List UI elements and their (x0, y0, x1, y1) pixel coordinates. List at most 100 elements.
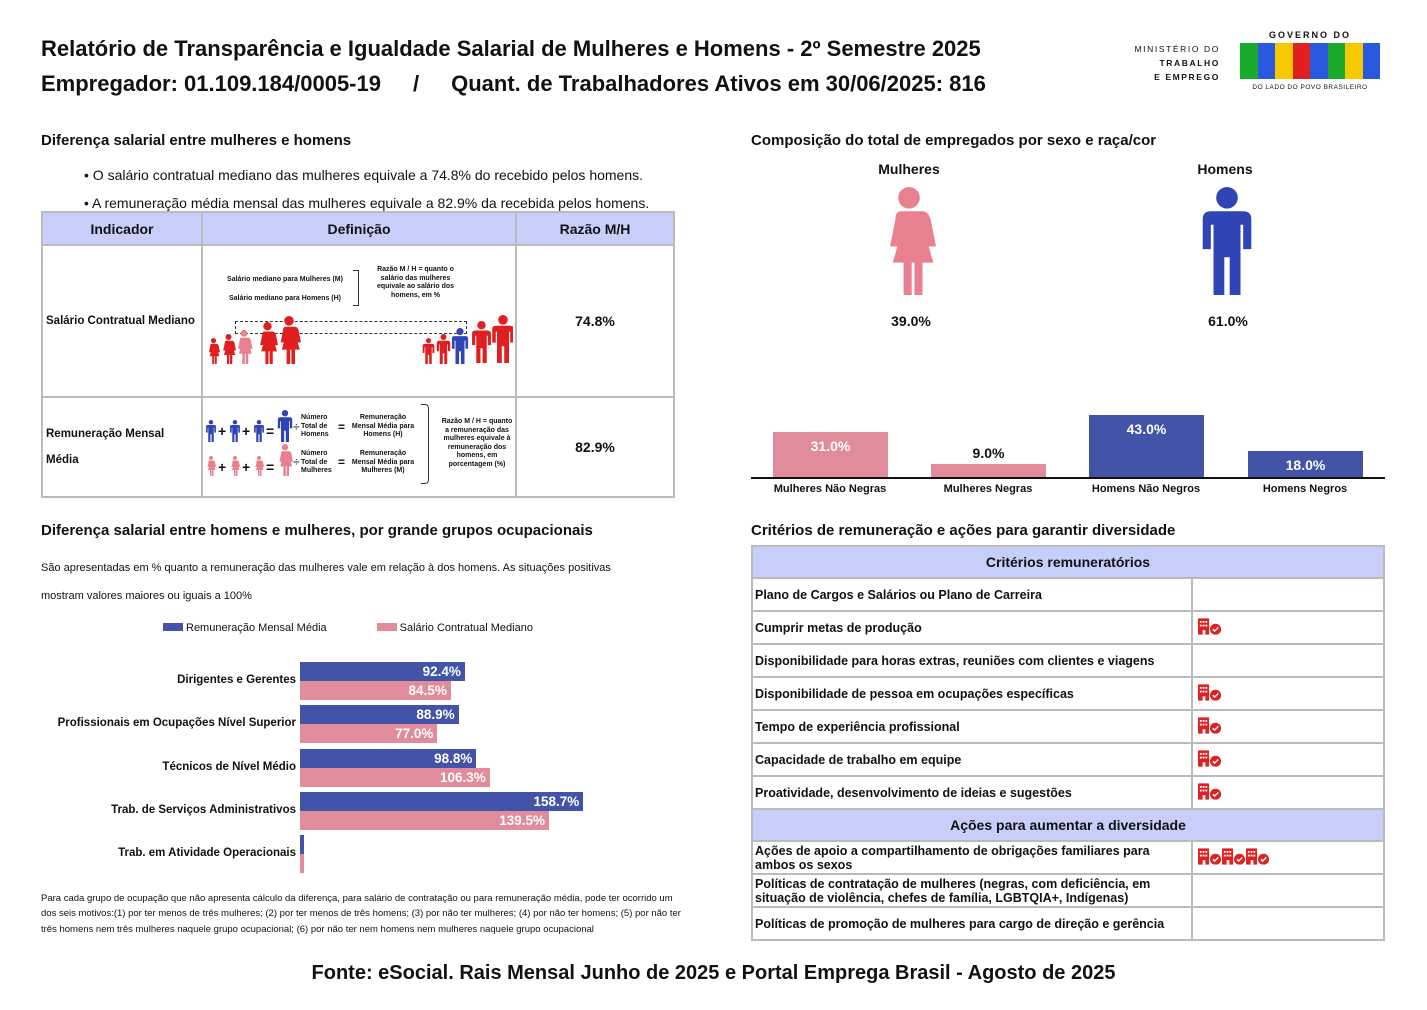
svg-text:=: = (266, 423, 274, 439)
criteria-row: Disponibilidade de pessoa em ocupações e… (751, 676, 1385, 711)
criteria-mark (1191, 873, 1385, 908)
company-check-icon (1198, 848, 1222, 865)
occupation-label: Profissionais em Ocupações Nível Superio… (57, 717, 296, 729)
criteria-mark (1191, 577, 1385, 612)
legend-item: Remuneração Mensal Média (163, 622, 327, 634)
criteria-label: Cumprir metas de produção (751, 610, 1193, 645)
race-label: Mulheres Negras (943, 483, 1033, 495)
occupation-label: Trab. em Atividade Operacionais (118, 847, 296, 859)
criteria-mark (1191, 906, 1385, 941)
ministry-line: E EMPREGO (1154, 72, 1220, 82)
company-check-icon (1198, 684, 1222, 701)
criteria-row: Políticas de promoção de mulheres para c… (751, 906, 1385, 941)
company-check-icon (1198, 750, 1222, 767)
bullet: • A remuneração média mensal das mulhere… (84, 195, 650, 211)
criteria-row: Disponibilidade para horas extras, reuni… (751, 643, 1385, 678)
table-row: Salário Contratual Mediano Salário media… (41, 244, 675, 398)
avg-remuneration-bar: 88.9% (300, 705, 459, 724)
median-salary-bar: 139.5% (300, 811, 549, 830)
criteria-table: Critérios remuneratórios Plano de Cargos … (751, 545, 1385, 941)
composition-title: Composição do total de empregados por se… (751, 132, 1157, 149)
svg-text:+: + (218, 423, 226, 439)
section-header: Critérios remuneratórios (751, 545, 1385, 579)
criteria-row: Políticas de contratação de mulheres (ne… (751, 873, 1385, 908)
indicator-name: Salário Contratual Mediano (41, 244, 203, 398)
svg-text:+: + (218, 459, 226, 475)
def-ratio: Razão M / H = quanto a remuneração das m… (441, 418, 513, 468)
col-header: Razão M/H (515, 211, 675, 246)
def-nm: Número Total de Mulheres (301, 450, 332, 474)
svg-text:+: + (242, 423, 250, 439)
desc-line: mostram valores maiores ou iguais a 100% (41, 590, 252, 602)
race-bar: 18.0% (1248, 451, 1363, 477)
indicator-table: Indicador Definição Razão M/H Salário Cont… (41, 211, 675, 498)
avg-remuneration-bar: 92.4% (300, 662, 465, 681)
desc-line: São apresentadas em % quanto a remuneraç… (41, 562, 611, 574)
ratio-value: 82.9% (515, 396, 675, 498)
salary-bullets: • O salário contratual mediano das mulhe… (84, 161, 649, 217)
employer-line: Empregador: 01.109.184/0005-19 / Quant. de… (41, 66, 986, 101)
race-label: Homens Não Negros (1091, 483, 1201, 495)
def-h: Salário mediano para Homens (H) (228, 295, 342, 302)
criteria-label: Ações de apoio a compartilhamento de obr… (751, 840, 1193, 875)
people-pictogram (208, 315, 513, 364)
criteria-label: Capacidade de trabalho em equipe (751, 742, 1193, 777)
men-pct: 61.0% (1208, 313, 1248, 329)
legend-label: Salário Contratual Mediano (399, 622, 533, 634)
col-header: Definição (201, 211, 517, 246)
gov-top: GOVERNO DO (1268, 30, 1351, 40)
employer-id: Empregador: 01.109.184/0005-19 (41, 71, 381, 96)
median-salary-bar: 77.0% (300, 724, 438, 743)
median-salary-bar (300, 854, 304, 873)
company-check-icon (1246, 848, 1270, 865)
source-footer: Fonte: eSocial. Rais Mensal Junho de 202… (311, 962, 1116, 984)
gov-logo: GOVERNO DO DO LADO DO POVO BRASILEIRO (1240, 30, 1380, 91)
criteria-row: Capacidade de trabalho em equipe (751, 742, 1385, 777)
def-m: Salário mediano para Mulheres (M) (227, 276, 343, 283)
criteria-mark (1191, 840, 1385, 875)
median-salary-bar: 84.5% (300, 681, 451, 700)
formula-pictogram: + + = + + = (206, 410, 293, 476)
bullet: • O salário contratual mediano das mulhe… (84, 167, 644, 183)
def-ratio: Razão M / H = quanto o salário das mulhe… (376, 266, 455, 299)
criteria-mark (1191, 610, 1385, 645)
women-pct: 39.0% (891, 313, 931, 329)
indicator-line: Média (46, 454, 79, 466)
occupation-title: Diferença salarial entre homens e mulher… (41, 522, 593, 539)
dashed-box (235, 321, 467, 334)
brace (353, 270, 359, 306)
criteria-row: Proatividade, desenvolvimento de ideias … (751, 775, 1385, 810)
criteria-mark (1191, 676, 1385, 711)
avg-remuneration-bar: 158.7% (300, 792, 584, 811)
equals-sign: = (338, 420, 346, 434)
criteria-row: Cumprir metas de produção (751, 610, 1385, 645)
definition-median: Salário mediano para Mulheres (M) Salário… (201, 244, 517, 398)
avg-remuneration-bar: 98.8% (300, 749, 477, 768)
criteria-mark (1191, 643, 1385, 678)
criteria-title: Critérios de remuneração e ações para ga… (751, 522, 1176, 539)
criteria-label: Plano de Cargos e Salários ou Plano de C… (751, 577, 1193, 612)
criteria-label: Disponibilidade de pessoa em ocupações e… (751, 676, 1193, 711)
men-label: Homens (1197, 161, 1253, 177)
race-bar: 43.0% (1089, 415, 1204, 477)
legend-item: Salário Contratual Mediano (376, 622, 533, 634)
criteria-row: Tempo de experiência profissional (751, 709, 1385, 744)
indicator-line: Remuneração Mensal (46, 428, 165, 440)
company-check-icon (1198, 717, 1222, 734)
def-rm: Remuneração Mensal Média para Mulheres (… (351, 450, 415, 474)
svg-text:=: = (266, 459, 274, 475)
indicator-name: Remuneração Mensal Média (41, 396, 203, 498)
chart-baseline (751, 477, 1385, 479)
occupation-label: Trab. de Serviços Administrativos (111, 804, 296, 816)
criteria-label: Tempo de experiência profissional (751, 709, 1193, 744)
legend-label: Remuneração Mensal Média (186, 622, 327, 634)
race-label: Mulheres Não Negras (773, 483, 887, 495)
woman-icon (882, 184, 936, 298)
salary-diff-title: Diferença salarial entre mulheres e home… (41, 132, 352, 149)
report-title: Relatório de Transparência e Igualdade S… (41, 36, 981, 61)
race-bar: 9.0% (931, 442, 1046, 477)
ministry-logo: MINISTÉRIO DO TRABALHO E EMPREGO (1125, 42, 1220, 84)
definition-average: + + = + + = ÷ ÷ Número Total de Homens Número… (201, 396, 517, 498)
divide-sign: ÷ (293, 455, 300, 469)
criteria-label: Políticas de contratação de mulheres (ne… (751, 873, 1193, 908)
